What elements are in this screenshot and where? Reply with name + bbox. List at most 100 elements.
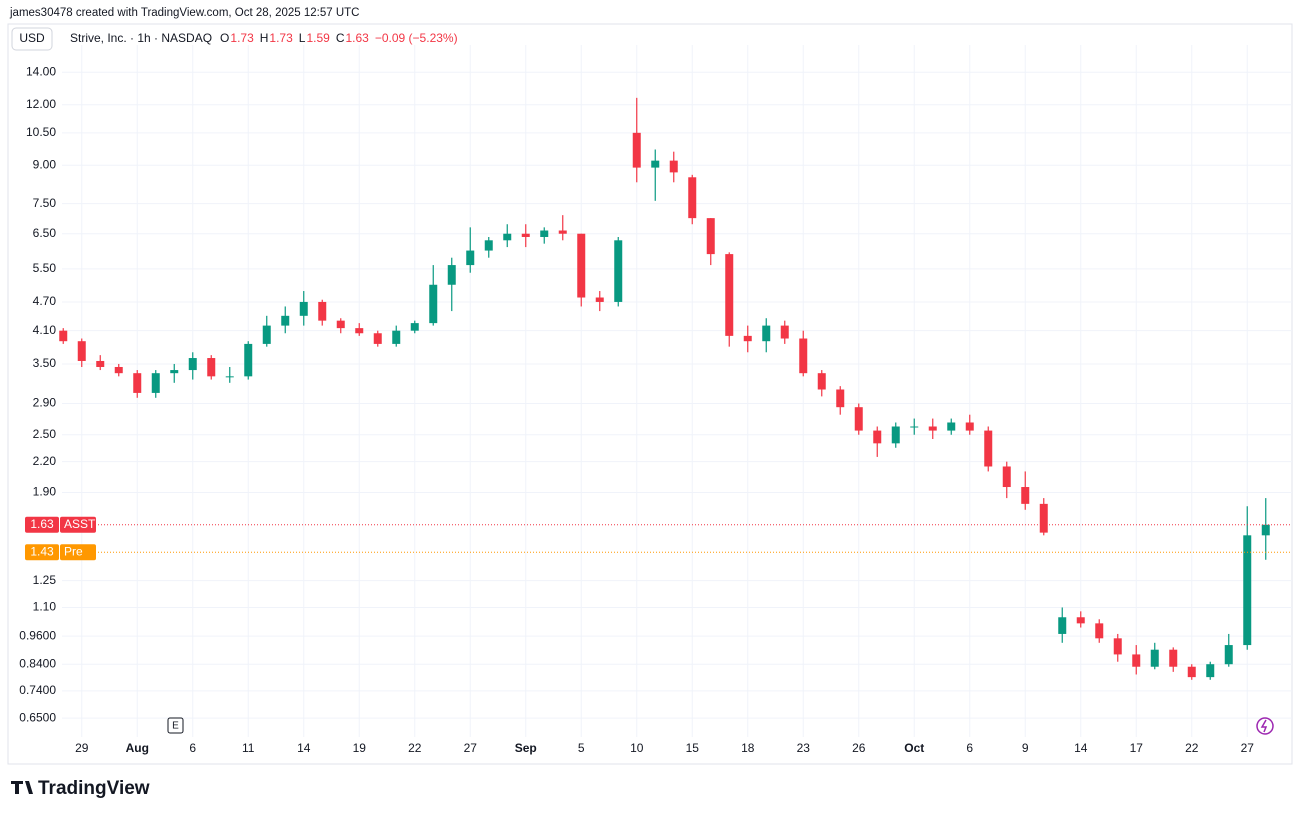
candle-body <box>503 233 512 241</box>
y-tick-label: 1.10 <box>33 600 57 614</box>
x-tick-label: 14 <box>297 741 311 755</box>
candle-body <box>1002 466 1011 488</box>
alert-icon[interactable] <box>1256 717 1274 735</box>
x-tick-label: Aug <box>126 741 149 755</box>
candle-body <box>595 297 604 302</box>
credit: james30478 created with TradingView.com,… <box>9 7 359 19</box>
x-tick-label: 5 <box>578 741 585 755</box>
x-tick-label: 27 <box>1241 741 1255 755</box>
legend-value: 1.63 <box>346 31 370 45</box>
earnings-marker: E <box>172 721 179 732</box>
candle-body <box>133 373 142 393</box>
y-tick-label: 14.00 <box>26 64 56 78</box>
candle-body <box>651 160 660 168</box>
candle-body <box>984 430 993 467</box>
candle-body <box>1261 524 1270 536</box>
candle-body <box>817 373 826 390</box>
candle-body <box>151 373 160 393</box>
candle-body <box>1187 666 1196 678</box>
candle-body <box>965 422 974 431</box>
candle-body <box>429 284 438 324</box>
candle-body <box>1132 654 1141 667</box>
candle-body <box>1039 503 1048 533</box>
candle-body <box>947 422 956 431</box>
candle-body <box>1058 617 1067 634</box>
candle-body <box>577 233 586 298</box>
candle-body <box>854 407 863 431</box>
candle-body <box>836 389 845 408</box>
candle-body <box>244 343 253 377</box>
x-tick-label: 18 <box>741 741 755 755</box>
candle-body <box>669 160 678 173</box>
x-tick-label: 23 <box>797 741 811 755</box>
candle-body <box>743 335 752 342</box>
price-label-box <box>25 544 59 561</box>
x-tick-label: 22 <box>408 741 422 755</box>
x-tick-label: 29 <box>75 741 89 755</box>
y-tick-label: 9.00 <box>33 157 57 171</box>
earnings-box[interactable] <box>167 717 184 734</box>
candle-body <box>614 240 623 302</box>
currency-button[interactable] <box>11 27 53 51</box>
candle-body <box>762 325 771 342</box>
candle-body <box>540 230 549 237</box>
y-tick-label: 7.50 <box>33 196 57 210</box>
candle-body <box>521 233 530 237</box>
candle-body <box>373 333 382 344</box>
x-tick-label: 15 <box>686 741 700 755</box>
candle-body <box>873 430 882 444</box>
candle-body <box>318 301 327 321</box>
candle-body <box>262 325 271 344</box>
candle-body <box>355 328 364 334</box>
candle-body <box>688 177 697 219</box>
y-tick-label: 4.70 <box>33 294 57 308</box>
price-label: 1.43 <box>30 544 54 558</box>
y-tick-label: 2.20 <box>33 454 57 468</box>
legend: Strive, Inc. · 1h · NASDAQ O 1.73 H 1.73 L 1.5… <box>70 31 458 45</box>
x-tick-label: 17 <box>1130 741 1144 755</box>
legend-key: O <box>220 31 229 45</box>
brand-logo <box>11 781 33 794</box>
candle-body <box>1150 649 1159 667</box>
candle-body <box>799 338 808 374</box>
candle-body <box>1021 487 1030 504</box>
candle-body <box>725 254 734 336</box>
y-tick-label: 2.50 <box>33 427 57 441</box>
candle-body <box>780 325 789 339</box>
candle-body <box>1095 623 1104 639</box>
y-tick-label: 0.7400 <box>19 683 56 697</box>
y-tick-label: 1.90 <box>33 485 57 499</box>
x-tick-label: 26 <box>852 741 866 755</box>
candle-body <box>392 330 401 344</box>
candle-body <box>484 240 493 251</box>
plot <box>59 97 1270 680</box>
legend-key: H <box>260 31 269 45</box>
chart-frame <box>7 23 1293 765</box>
y-tick-label: 5.50 <box>33 261 57 275</box>
x-tick-label: Oct <box>904 741 924 755</box>
candle-body <box>336 320 345 329</box>
y-tick-label: 2.90 <box>33 396 57 410</box>
candle-body <box>447 265 456 285</box>
candle-body <box>225 376 234 378</box>
y-tick-label: 0.6500 <box>19 710 56 724</box>
legend-key: L <box>299 31 306 45</box>
y-tick-label: 12.00 <box>26 97 56 111</box>
candle-body <box>1076 617 1085 624</box>
candle-body <box>1169 649 1178 667</box>
candle-body <box>558 230 567 234</box>
price-name: ASST <box>64 517 96 531</box>
x-tick-label: 22 <box>1185 741 1199 755</box>
legend-title: Strive, Inc. · 1h · NASDAQ <box>70 31 212 45</box>
candle-body <box>96 360 105 367</box>
x-tick-label: 6 <box>189 741 196 755</box>
candle-body <box>910 426 919 428</box>
candle-body <box>632 132 641 168</box>
candle-body <box>891 426 900 444</box>
candle-body <box>1206 664 1215 678</box>
brand: TradingView <box>38 778 150 799</box>
legend-value: 1.73 <box>269 31 293 45</box>
y-tick-label: 6.50 <box>33 226 57 240</box>
y-tick-label: 10.50 <box>26 125 56 139</box>
